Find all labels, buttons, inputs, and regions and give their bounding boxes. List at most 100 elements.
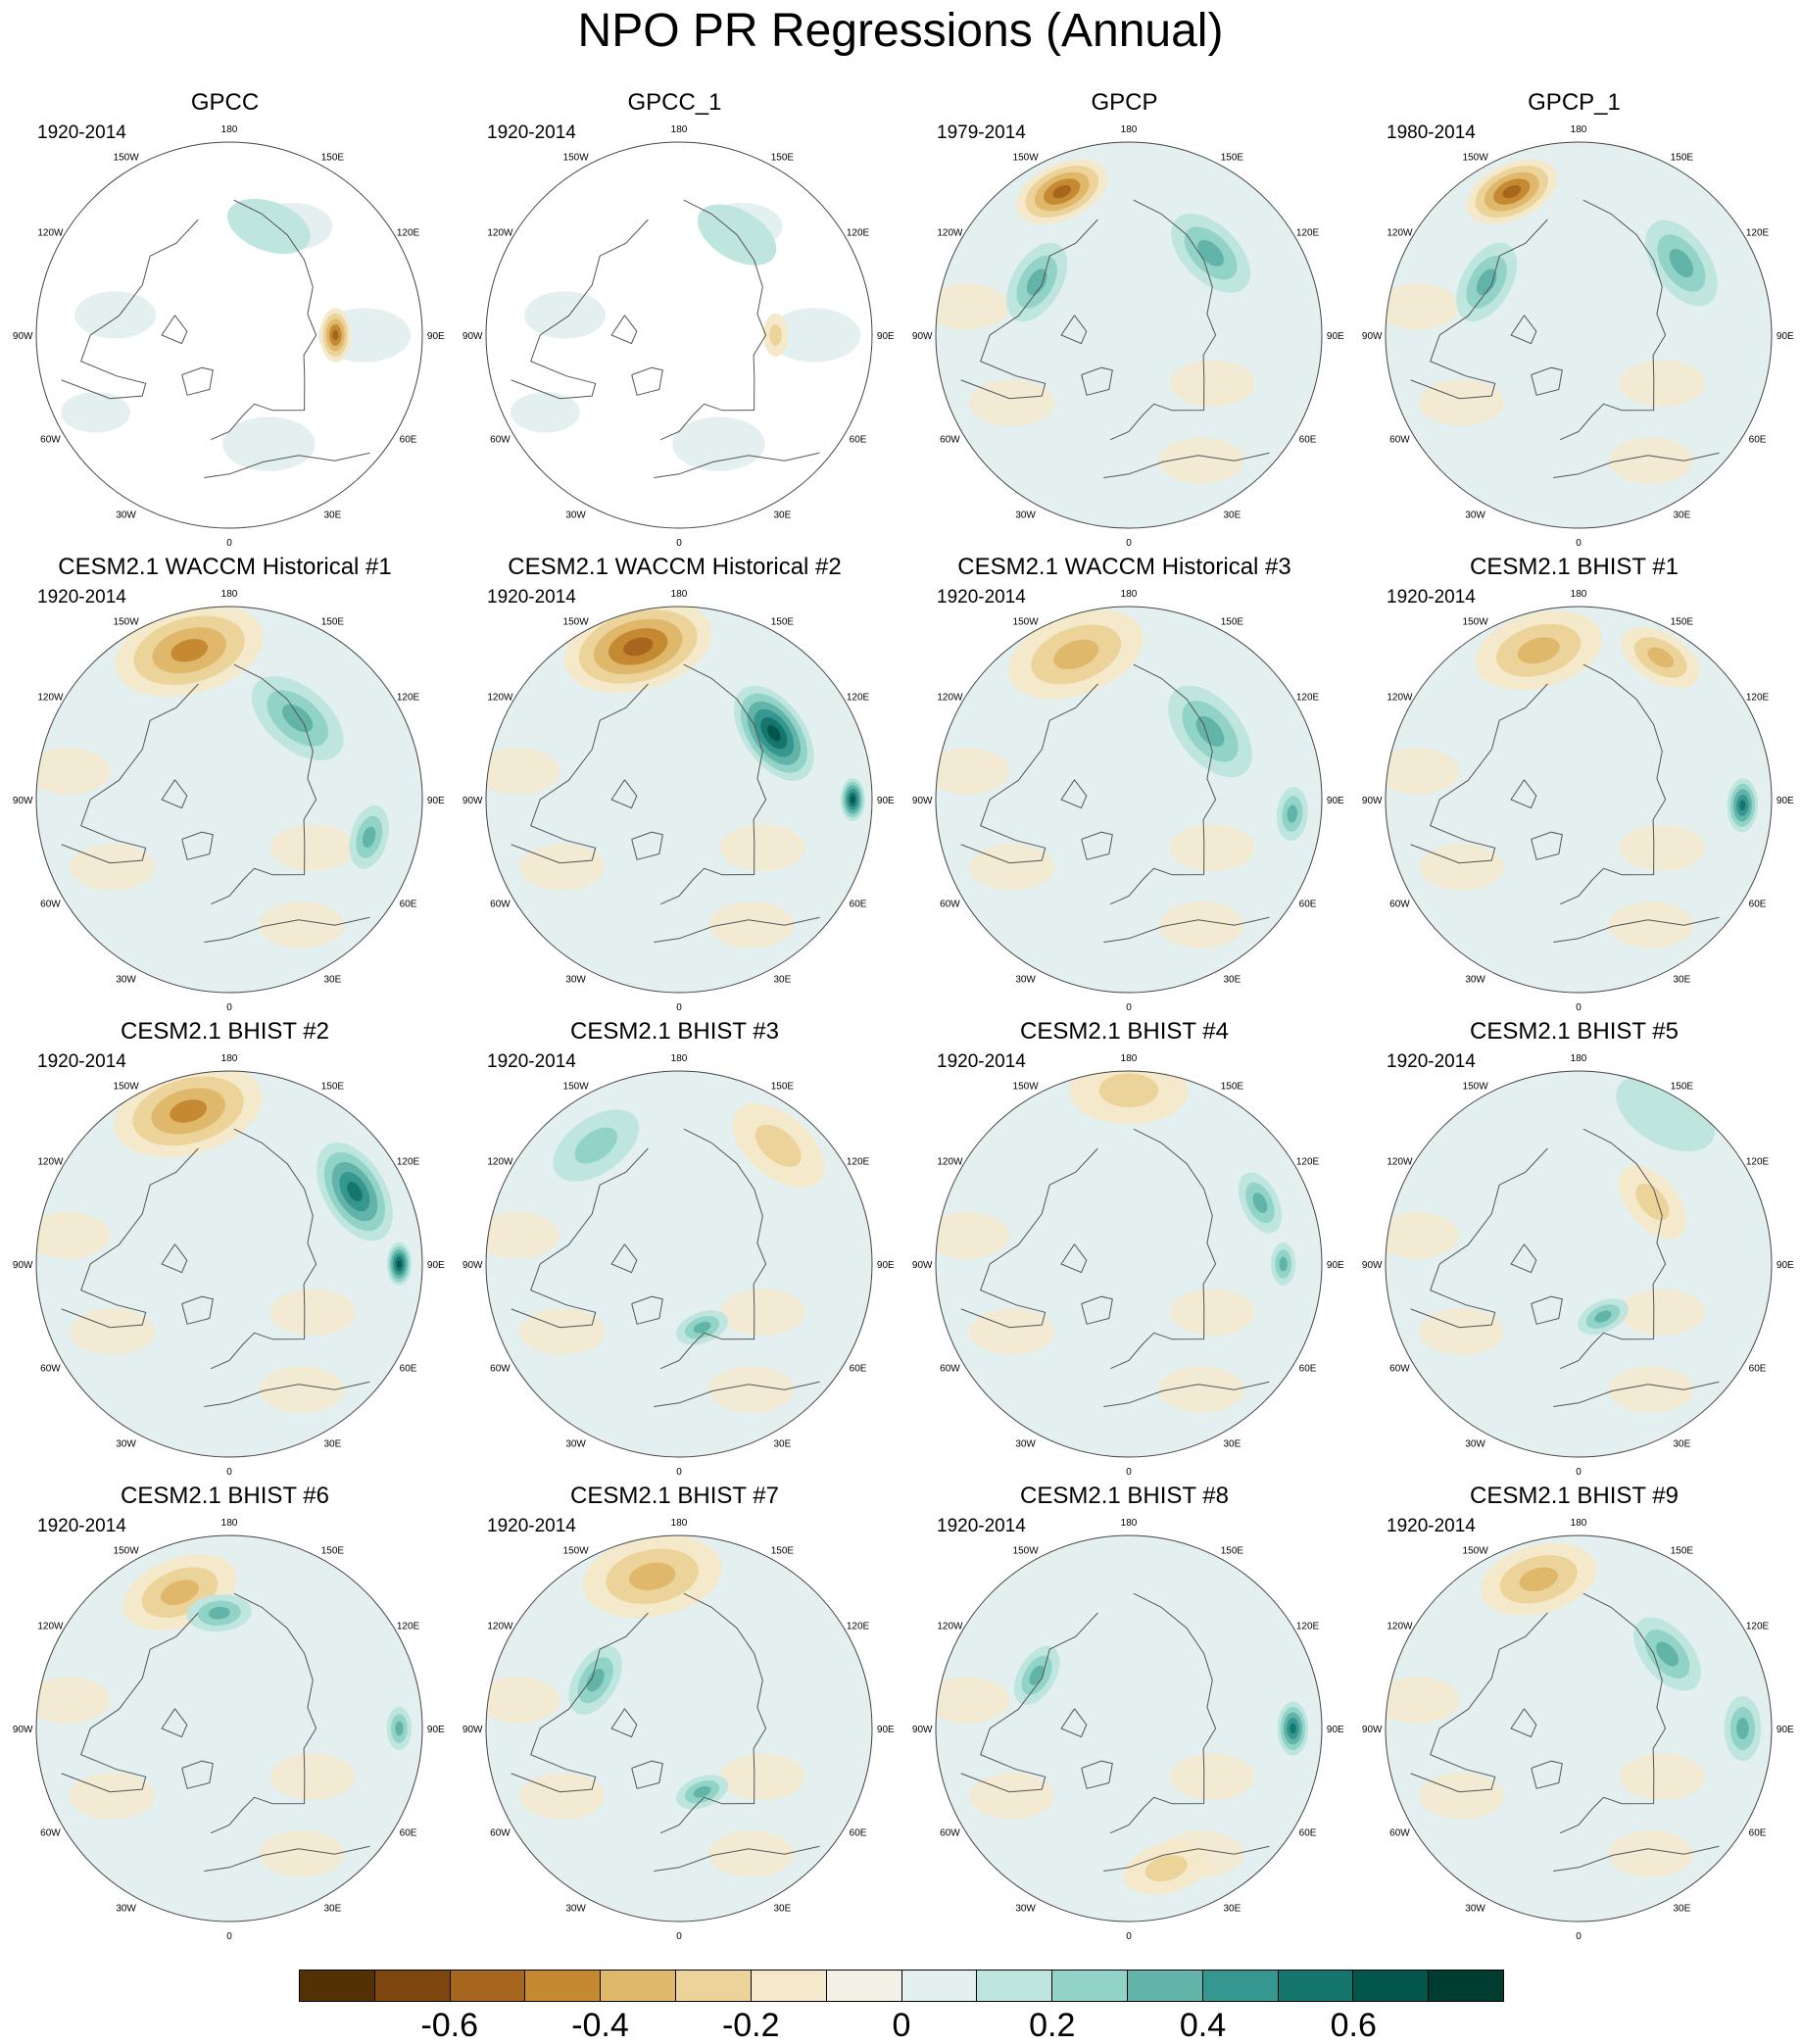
panel-period: 1920-2014 <box>487 1051 576 1072</box>
anomaly-contour <box>1517 637 1560 664</box>
coastline <box>1531 831 1563 860</box>
anomaly-contour <box>347 1182 363 1202</box>
longitude-label: 60W <box>940 899 960 909</box>
longitude-label: 60E <box>1299 434 1317 445</box>
coastline <box>1510 315 1537 345</box>
coastline <box>660 1592 767 1834</box>
longitude-label: 150E <box>321 616 345 627</box>
anomaly-contour <box>362 826 376 849</box>
map-background <box>936 1535 1322 1922</box>
longitude-label: 180 <box>671 589 688 600</box>
longitude-label: 120E <box>1746 1622 1770 1632</box>
longitude-label: 120W <box>487 693 513 704</box>
field-patch <box>1386 748 1460 795</box>
anomaly-contour <box>208 1606 230 1620</box>
panel-title: CESM2.1 BHIST #3 <box>570 1018 779 1045</box>
polar-map: 180 150E 120E 90E 60E 30E 0 30W 60W 90W 120W 150W <box>912 1053 1344 1478</box>
coastline <box>660 663 767 905</box>
colorbar-tick-label: 0.2 <box>1029 2007 1076 2044</box>
map-panel: CESM2.1 BHIST #7 180 150E 120E 90E 60E 30E 0 30W… <box>450 1482 900 1942</box>
coastline <box>1553 452 1720 478</box>
coastline <box>61 683 199 864</box>
longitude-label: 90W <box>13 796 33 806</box>
longitude-label: 120E <box>847 1157 870 1168</box>
coastline <box>204 452 370 478</box>
longitude-label: 0 <box>1126 1002 1132 1013</box>
field-patch <box>1608 1366 1694 1413</box>
longitude-label: 150E <box>1671 1545 1694 1556</box>
longitude-label: 30W <box>565 975 586 986</box>
longitude-label: 60E <box>400 434 417 445</box>
panel-period: 1979-2014 <box>937 122 1026 143</box>
coastline <box>204 1845 370 1872</box>
longitude-label: 60W <box>40 434 61 445</box>
longitude-label: 90W <box>1362 796 1383 806</box>
longitude-label: 0 <box>1576 1931 1582 1942</box>
map-border <box>485 606 873 994</box>
coastline <box>204 916 370 943</box>
anomaly-contour <box>1502 184 1522 199</box>
longitude-label: 120W <box>487 1622 513 1632</box>
longitude-label: 60W <box>490 434 511 445</box>
coastline <box>1410 1612 1548 1793</box>
longitude-label: 150W <box>1463 616 1489 627</box>
anomaly-contour <box>693 1785 711 1798</box>
map-panel: CESM2.1 WACCM Historical #1 180 150E 120E 90… <box>0 553 450 1013</box>
field-patch <box>1158 901 1244 949</box>
anomaly-contour <box>1052 184 1072 199</box>
field-patch <box>1608 437 1694 484</box>
longitude-label: 30E <box>1673 1439 1690 1450</box>
longitude-label: 150W <box>114 1081 140 1092</box>
longitude-label: 90E <box>1327 796 1344 806</box>
anomaly-contour <box>397 1260 402 1268</box>
longitude-label: 0 <box>676 538 682 549</box>
coastline <box>1510 1243 1537 1274</box>
colorbar-swatch <box>1353 1971 1430 2001</box>
longitude-label: 30W <box>116 1904 136 1915</box>
field-patch <box>1386 1677 1460 1724</box>
panel-period: 1980-2014 <box>1387 122 1476 143</box>
coastline <box>1510 779 1537 809</box>
longitude-label: 180 <box>671 1053 688 1064</box>
coastline <box>1553 916 1720 943</box>
coastline <box>654 916 820 943</box>
longitude-label: 120E <box>1746 693 1770 704</box>
longitude-label: 120E <box>397 1622 420 1632</box>
longitude-label: 120W <box>487 1157 513 1168</box>
longitude-label: 150E <box>1671 152 1694 163</box>
longitude-label: 90W <box>13 331 33 342</box>
longitude-label: 150E <box>771 1545 795 1556</box>
field-patch <box>1419 844 1504 891</box>
longitude-label: 30W <box>565 1904 586 1915</box>
map-background <box>36 1535 422 1922</box>
longitude-label: 60E <box>1299 1363 1317 1374</box>
coastline <box>1560 663 1667 905</box>
longitude-label: 120E <box>847 1622 870 1632</box>
colorbar-swatch <box>1278 1971 1354 2001</box>
longitude-label: 150W <box>114 616 140 627</box>
longitude-label: 60W <box>940 1827 960 1838</box>
field-patch <box>1619 360 1705 407</box>
longitude-label: 90W <box>462 796 483 806</box>
colorbar-swatch <box>1127 1971 1203 2001</box>
longitude-label: 0 <box>676 1931 682 1942</box>
colorbar-boxes <box>299 1970 1504 2002</box>
longitude-label: 60W <box>1389 1363 1410 1374</box>
longitude-label: 90W <box>912 796 933 806</box>
longitude-label: 30W <box>1015 511 1036 521</box>
coastline <box>1103 1845 1270 1872</box>
field-patch <box>1169 360 1255 407</box>
longitude-label: 30E <box>323 511 341 521</box>
polar-map: 180 150E 120E 90E 60E 30E 0 30W 60W 90W 120W 150W <box>912 589 1344 1013</box>
coastline <box>654 452 820 478</box>
longitude-label: 90E <box>877 1260 895 1271</box>
longitude-label: 150W <box>1463 152 1489 163</box>
longitude-label: 30E <box>1673 975 1690 986</box>
longitude-label: 150E <box>1221 1545 1244 1556</box>
longitude-label: 120E <box>1296 1157 1320 1168</box>
coastline <box>1103 452 1270 478</box>
polar-map: 180 150E 120E 90E 60E 30E 0 30W 60W 90W 120W 150W <box>13 1053 445 1478</box>
longitude-label: 180 <box>221 1053 238 1064</box>
colorbar-tick-label: -0.6 <box>420 2007 479 2044</box>
anomaly-contour <box>628 1562 676 1590</box>
